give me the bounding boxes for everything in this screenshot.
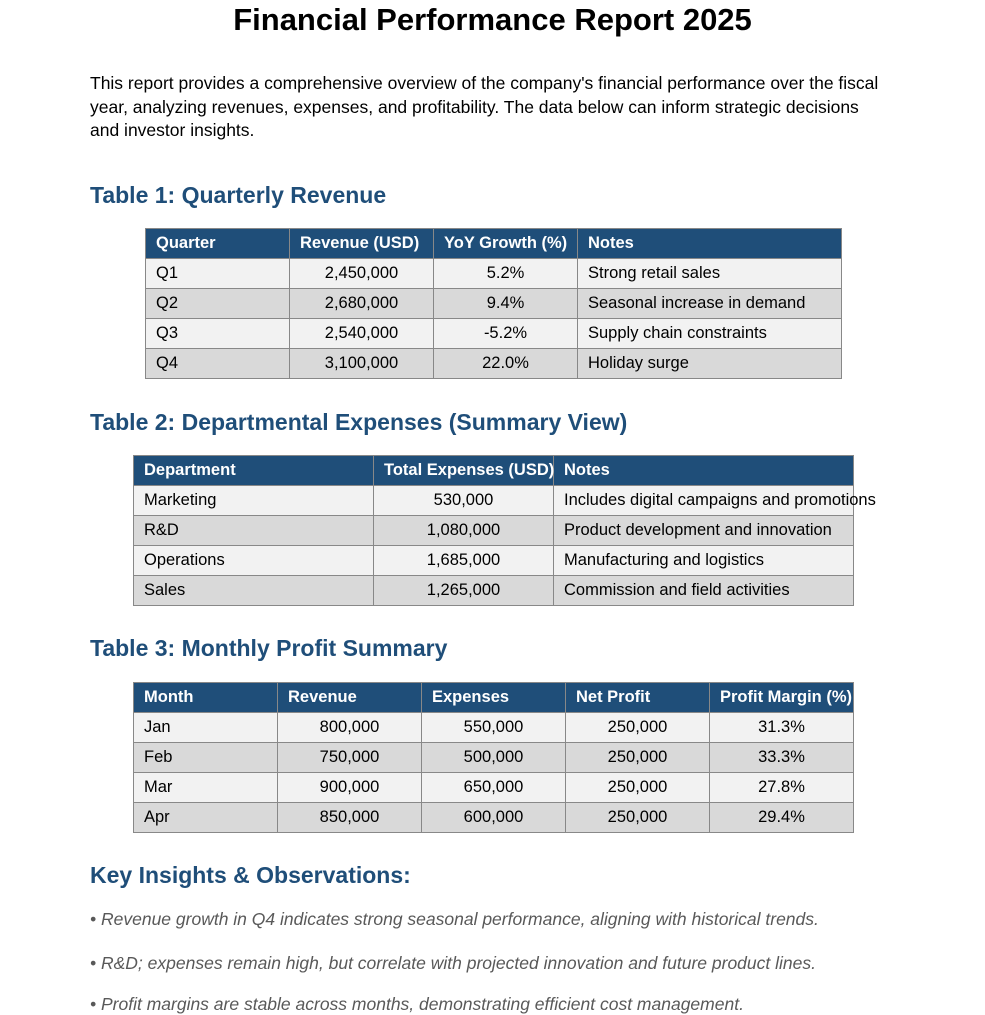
table-row: Jan 800,000 550,000 250,000 31.3% <box>133 712 854 743</box>
table-cell: Commission and field activities <box>553 575 854 606</box>
table-row: Q2 2,680,000 9.4% Seasonal increase in d… <box>145 288 842 319</box>
table-cell: 29.4% <box>709 802 854 833</box>
table-row: Q4 3,100,000 22.0% Holiday surge <box>145 348 842 379</box>
table-row: Sales 1,265,000 Commission and field act… <box>133 575 854 606</box>
table-cell: 500,000 <box>421 742 566 773</box>
table-cell: -5.2% <box>433 318 578 349</box>
table-cell: Q2 <box>145 288 290 319</box>
table3-heading: Table 3: Monthly Profit Summary <box>90 635 448 661</box>
table-cell: 600,000 <box>421 802 566 833</box>
table-row: Marketing 530,000 Includes digital campa… <box>133 485 876 516</box>
column-header: Department <box>133 455 374 486</box>
table-cell: 900,000 <box>277 772 422 803</box>
table-cell: 250,000 <box>565 742 710 773</box>
table-cell: 1,080,000 <box>373 515 554 546</box>
table-cell: 1,265,000 <box>373 575 554 606</box>
table-cell: Sales <box>133 575 374 606</box>
column-header: Revenue (USD) <box>289 228 434 259</box>
table-cell: 2,540,000 <box>289 318 434 349</box>
column-header: YoY Growth (%) <box>433 228 578 259</box>
table-cell: 2,680,000 <box>289 288 434 319</box>
intro-paragraph: This report provides a comprehensive ove… <box>90 73 879 140</box>
insight-item: • R&D; expenses remain high, but correla… <box>90 953 816 973</box>
table-cell: 530,000 <box>373 485 554 516</box>
table-cell: Q3 <box>145 318 290 349</box>
table-cell: 750,000 <box>277 742 422 773</box>
table-cell: Includes digital campaigns and promotion… <box>553 485 876 516</box>
table-cell: 250,000 <box>565 712 710 743</box>
table-cell: Feb <box>133 742 278 773</box>
table-cell: Mar <box>133 772 278 803</box>
table-cell: 5.2% <box>433 258 578 289</box>
table-cell: 2,450,000 <box>289 258 434 289</box>
table-cell: 650,000 <box>421 772 566 803</box>
table-cell: 3,100,000 <box>289 348 434 379</box>
table-cell: Operations <box>133 545 374 576</box>
table-cell: Marketing <box>133 485 374 516</box>
column-header: Notes <box>553 455 854 486</box>
column-header: Notes <box>577 228 842 259</box>
monthly-profit-table: Month Revenue Expenses Net Profit Profit… <box>133 682 854 833</box>
table1-heading: Table 1: Quarterly Revenue <box>90 182 387 208</box>
table-cell: Apr <box>133 802 278 833</box>
table-row: R&D 1,080,000 Product development and in… <box>133 515 854 546</box>
table-cell: Product development and innovation <box>553 515 854 546</box>
table-header-row: Month Revenue Expenses Net Profit Profit… <box>133 682 854 713</box>
table-row: Apr 850,000 600,000 250,000 29.4% <box>133 802 854 833</box>
table-cell: Manufacturing and logistics <box>553 545 854 576</box>
insights-heading: Key Insights & Observations: <box>90 862 411 888</box>
table-row: Mar 900,000 650,000 250,000 27.8% <box>133 772 854 803</box>
column-header: Profit Margin (%) <box>709 682 854 713</box>
table-cell: R&D <box>133 515 374 546</box>
table-cell: Strong retail sales <box>577 258 842 289</box>
table-cell: Holiday surge <box>577 348 842 379</box>
table-cell: 33.3% <box>709 742 854 773</box>
table-cell: Q1 <box>145 258 290 289</box>
column-header: Total Expenses (USD) <box>373 455 554 486</box>
table-row: Q1 2,450,000 5.2% Strong retail sales <box>145 258 842 289</box>
insight-item: • Profit margins are stable across month… <box>90 994 744 1014</box>
table-row: Operations 1,685,000 Manufacturing and l… <box>133 545 854 576</box>
table-cell: 27.8% <box>709 772 854 803</box>
departmental-expenses-table: Department Total Expenses (USD) Notes Ma… <box>133 455 876 606</box>
table2-heading: Table 2: Departmental Expenses (Summary … <box>90 409 628 435</box>
table-cell: 9.4% <box>433 288 578 319</box>
table-header-row: Quarter Revenue (USD) YoY Growth (%) Not… <box>145 228 842 259</box>
quarterly-revenue-table: Quarter Revenue (USD) YoY Growth (%) Not… <box>145 228 842 379</box>
table-cell: 250,000 <box>565 802 710 833</box>
table-cell: 250,000 <box>565 772 710 803</box>
table-cell: 800,000 <box>277 712 422 743</box>
table-cell: 22.0% <box>433 348 578 379</box>
insight-item: • Revenue growth in Q4 indicates strong … <box>90 909 819 929</box>
column-header: Month <box>133 682 278 713</box>
column-header: Net Profit <box>565 682 710 713</box>
table-row: Q3 2,540,000 -5.2% Supply chain constrai… <box>145 318 842 349</box>
column-header: Quarter <box>145 228 290 259</box>
table-row: Feb 750,000 500,000 250,000 33.3% <box>133 742 854 773</box>
table-cell: Supply chain constraints <box>577 318 842 349</box>
column-header: Revenue <box>277 682 422 713</box>
report-title: Financial Performance Report 2025 <box>233 2 752 37</box>
table-cell: 1,685,000 <box>373 545 554 576</box>
table-cell: Q4 <box>145 348 290 379</box>
table-cell: 31.3% <box>709 712 854 743</box>
table-cell: 850,000 <box>277 802 422 833</box>
table-cell: Jan <box>133 712 278 743</box>
table-cell: 550,000 <box>421 712 566 743</box>
table-header-row: Department Total Expenses (USD) Notes <box>133 455 854 486</box>
column-header: Expenses <box>421 682 566 713</box>
table-cell: Seasonal increase in demand <box>577 288 842 319</box>
